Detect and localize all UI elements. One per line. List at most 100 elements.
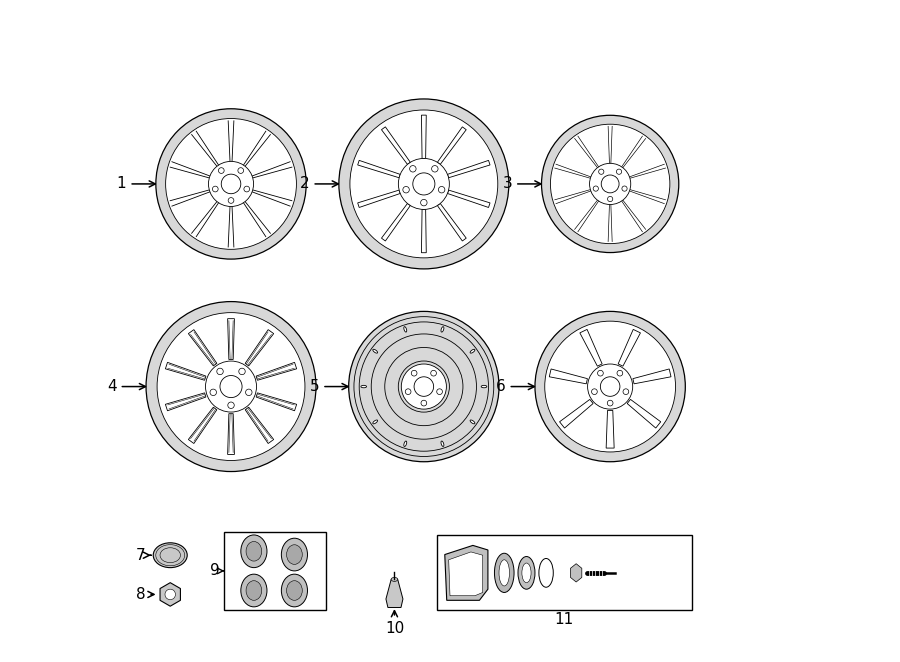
Circle shape (421, 401, 427, 406)
Circle shape (244, 186, 249, 192)
Text: 10: 10 (385, 610, 404, 636)
Circle shape (588, 364, 633, 409)
Ellipse shape (522, 563, 531, 583)
Polygon shape (228, 414, 234, 454)
Bar (436, 535, 692, 610)
Circle shape (399, 158, 449, 209)
Circle shape (600, 377, 620, 397)
Polygon shape (445, 545, 488, 600)
Text: 2: 2 (300, 177, 338, 191)
Circle shape (414, 377, 434, 397)
Text: 6: 6 (496, 379, 535, 394)
Circle shape (593, 186, 598, 191)
Polygon shape (245, 407, 274, 444)
Polygon shape (386, 579, 403, 608)
Ellipse shape (404, 326, 407, 332)
Polygon shape (606, 410, 614, 448)
Circle shape (608, 401, 613, 406)
Polygon shape (580, 330, 602, 366)
Circle shape (246, 389, 252, 396)
Circle shape (623, 389, 629, 395)
Circle shape (156, 109, 306, 259)
Polygon shape (437, 203, 466, 241)
Circle shape (598, 370, 603, 376)
Polygon shape (382, 127, 410, 164)
Polygon shape (447, 160, 490, 178)
Circle shape (436, 389, 443, 395)
Polygon shape (421, 115, 427, 158)
Circle shape (348, 311, 499, 461)
Bar (224, 532, 326, 610)
Circle shape (220, 375, 242, 398)
Circle shape (210, 389, 217, 396)
Ellipse shape (494, 553, 514, 592)
Ellipse shape (246, 581, 262, 600)
Polygon shape (357, 160, 400, 178)
Ellipse shape (404, 441, 407, 446)
Text: 1: 1 (117, 177, 156, 191)
Polygon shape (627, 399, 661, 428)
Circle shape (146, 302, 316, 471)
Circle shape (438, 187, 445, 193)
Text: 8: 8 (136, 587, 154, 602)
Polygon shape (449, 552, 482, 596)
Polygon shape (382, 203, 410, 241)
Circle shape (229, 197, 234, 203)
Circle shape (590, 164, 631, 205)
Ellipse shape (241, 535, 267, 567)
Circle shape (212, 186, 218, 192)
Ellipse shape (373, 350, 378, 353)
Ellipse shape (286, 581, 302, 600)
Ellipse shape (153, 543, 187, 567)
Circle shape (542, 115, 679, 253)
Ellipse shape (482, 385, 487, 388)
Circle shape (411, 370, 417, 376)
Polygon shape (549, 369, 588, 384)
Circle shape (413, 173, 435, 195)
Circle shape (551, 124, 670, 244)
Ellipse shape (246, 542, 262, 561)
Circle shape (622, 186, 627, 191)
Polygon shape (357, 190, 400, 207)
Circle shape (217, 368, 223, 375)
Circle shape (401, 364, 446, 409)
Text: 4: 4 (107, 379, 146, 394)
Circle shape (209, 162, 254, 207)
Circle shape (350, 110, 498, 258)
Circle shape (238, 167, 244, 173)
Ellipse shape (241, 574, 267, 607)
Ellipse shape (282, 574, 308, 607)
Ellipse shape (373, 420, 378, 424)
Circle shape (432, 166, 438, 172)
Ellipse shape (361, 385, 366, 388)
Circle shape (405, 389, 411, 395)
Ellipse shape (518, 557, 535, 589)
Circle shape (617, 370, 623, 376)
Polygon shape (256, 393, 297, 411)
Polygon shape (188, 330, 217, 366)
Circle shape (535, 311, 685, 461)
Text: 5: 5 (310, 379, 348, 394)
Ellipse shape (470, 350, 475, 353)
Ellipse shape (499, 560, 509, 586)
Polygon shape (421, 209, 427, 253)
Circle shape (219, 167, 224, 173)
Circle shape (608, 197, 613, 202)
Text: 3: 3 (502, 177, 541, 191)
Circle shape (598, 169, 604, 174)
Ellipse shape (441, 441, 444, 446)
Ellipse shape (286, 545, 302, 565)
Circle shape (403, 187, 410, 193)
Polygon shape (228, 318, 234, 359)
Circle shape (410, 166, 416, 172)
Ellipse shape (392, 577, 398, 581)
Polygon shape (437, 127, 466, 164)
Circle shape (431, 370, 436, 376)
Text: 9: 9 (211, 563, 220, 579)
Polygon shape (618, 330, 641, 366)
Ellipse shape (539, 559, 554, 587)
Circle shape (238, 368, 245, 375)
Ellipse shape (470, 420, 475, 424)
Circle shape (339, 99, 508, 269)
Polygon shape (560, 399, 593, 428)
